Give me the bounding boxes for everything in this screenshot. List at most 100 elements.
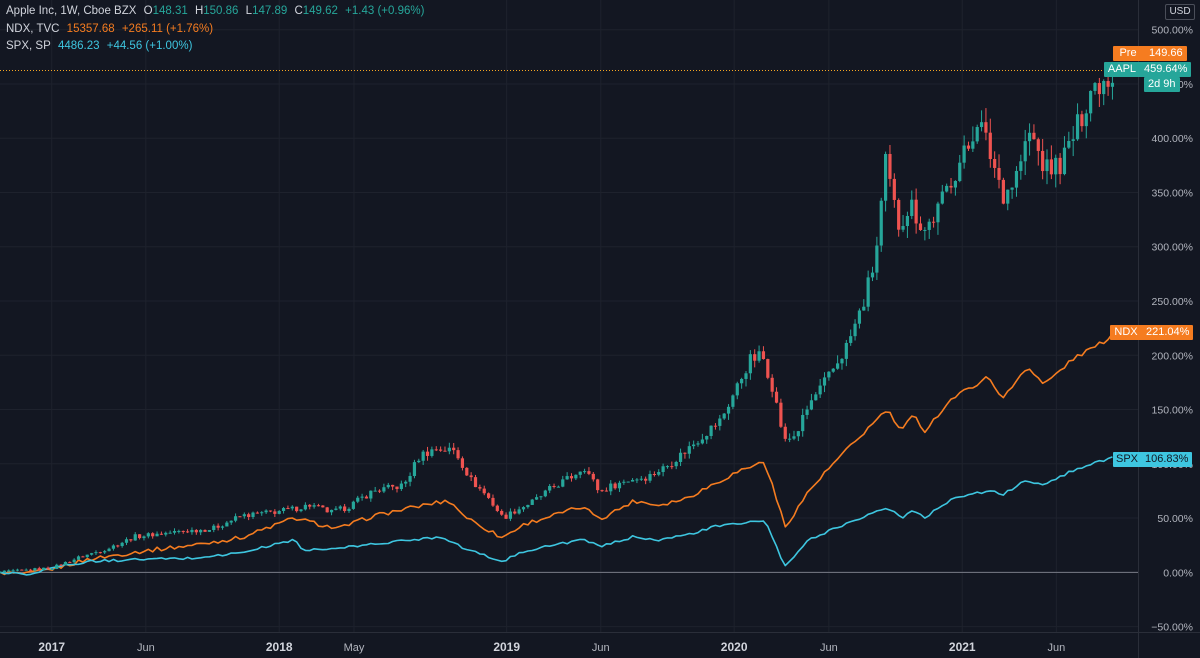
candle-body (399, 483, 403, 490)
legend-spx-symbol: SPX, SP (6, 40, 51, 52)
candle-body (264, 510, 268, 513)
candle-body (33, 568, 37, 571)
candle-body (2, 570, 6, 573)
candle-body (190, 529, 194, 533)
candle-body (766, 359, 770, 378)
candle-body (561, 479, 565, 487)
candle-body (539, 496, 543, 498)
pre-label: Pre (1119, 47, 1137, 59)
candle-body (661, 466, 665, 473)
candle-body (543, 490, 547, 497)
candle-body (356, 497, 360, 502)
candle-body (63, 561, 68, 566)
candle-body (124, 539, 129, 543)
legend-spx[interactable]: SPX, SP 4486.23 +44.56 (+1.00%) (6, 40, 196, 52)
candle-body (1062, 147, 1067, 175)
candle-body (600, 490, 604, 492)
legend-aapl[interactable]: Apple Inc, 1W, Cboe BZX O148.31 H150.86 … (6, 5, 428, 17)
candle-body (740, 378, 744, 384)
y-tick-label: 200.00% (1152, 350, 1193, 362)
candle-body (617, 482, 622, 489)
candle-body (81, 556, 85, 558)
candle-body (609, 483, 613, 492)
candle-body (975, 127, 979, 142)
x-tick-label: 2021 (949, 640, 976, 654)
legend-ndx[interactable]: NDX, TVC 15357.68 +265.11 (+1.76%) (6, 23, 217, 35)
candle-body (657, 472, 661, 475)
candle-body (1027, 132, 1032, 142)
candle-body (552, 485, 556, 487)
candle-body (844, 342, 848, 359)
spx-tag: SPX 106.83% (1113, 452, 1193, 467)
legend-high-label: H (194, 5, 204, 17)
aapl-label: AAPL (1107, 63, 1137, 75)
candle-body (377, 490, 382, 492)
candle-body (918, 223, 923, 231)
candle-body (168, 532, 172, 534)
x-tick-label: Jun (820, 642, 838, 654)
candle-body (1006, 189, 1010, 204)
ndx-tag: NDX 221.04% (1110, 325, 1194, 340)
candle-body (7, 570, 11, 572)
candle-body (391, 484, 395, 487)
candle-body (220, 526, 225, 528)
candle-body (818, 385, 822, 395)
series-line-spx (0, 456, 1113, 576)
candle-body (962, 145, 966, 163)
candle-body (801, 414, 805, 432)
candle-body (1001, 179, 1005, 204)
candle-body (500, 510, 504, 515)
pre-market-tag: Pre 149.66 (1113, 46, 1187, 61)
currency-button[interactable]: USD (1165, 4, 1195, 20)
candle-body (434, 449, 438, 451)
legend-change-value: +1.43 (+0.96%) (345, 5, 425, 17)
candle-body (530, 499, 534, 505)
candle-body (181, 530, 185, 532)
candle-body (408, 476, 412, 482)
spx-value: 106.83% (1145, 453, 1189, 465)
candle-body (814, 394, 818, 401)
candle-body (936, 203, 940, 223)
candle-body (700, 439, 704, 444)
candle-body (883, 153, 888, 201)
candle-body (98, 552, 102, 554)
candle-body (866, 277, 870, 307)
x-tick-label: 2020 (721, 640, 748, 654)
candle-body (329, 509, 334, 513)
candle-body (735, 383, 739, 396)
candle-body (770, 377, 774, 392)
candle-body (255, 512, 259, 514)
legend-open-value: 148.31 (152, 5, 188, 17)
candle-body (809, 400, 814, 410)
candle-body (1032, 132, 1036, 140)
candle-body (849, 336, 853, 343)
candle-body (247, 514, 251, 517)
candle-body (862, 306, 866, 311)
candle-body (596, 479, 600, 491)
candle-body (151, 533, 155, 537)
candle-body (692, 444, 696, 447)
candle-body (757, 351, 761, 361)
candle-body (194, 529, 198, 533)
candle-body (303, 504, 307, 510)
candle-body (731, 395, 735, 407)
candle-body (42, 567, 46, 571)
candle-body (90, 553, 94, 555)
candle-body (351, 501, 355, 509)
candle-body (870, 272, 875, 278)
candle-body (373, 490, 377, 492)
candle-body (487, 493, 491, 498)
candle-body (277, 510, 281, 514)
candle-body (425, 451, 430, 456)
candle-body (966, 145, 971, 149)
candle-body (460, 458, 465, 468)
candle-body (1019, 161, 1023, 171)
candle-body (37, 568, 41, 571)
candle-body (526, 504, 530, 508)
candle-body (857, 310, 862, 324)
candle-body (556, 486, 561, 488)
candle-body (343, 506, 347, 511)
legend-close-value: 149.62 (302, 5, 338, 17)
candle-body (1102, 81, 1106, 95)
